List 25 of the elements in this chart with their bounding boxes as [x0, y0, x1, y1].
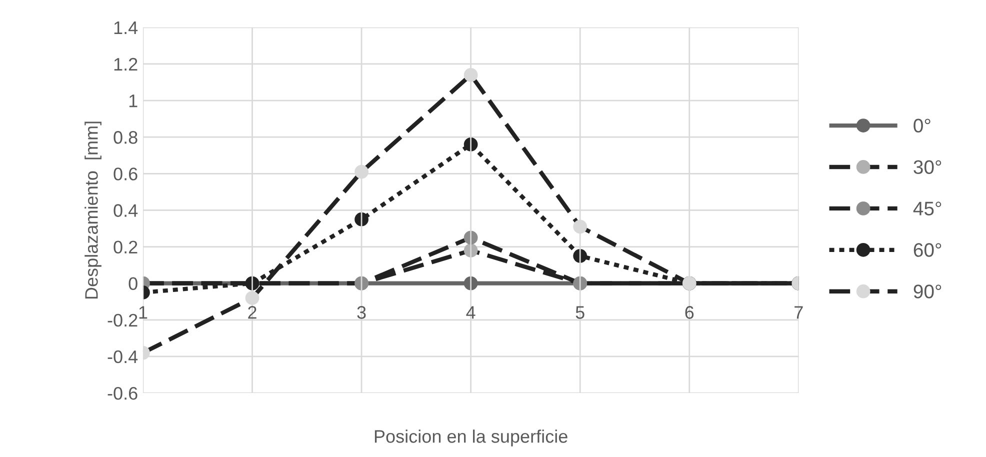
x-tick-label: 5 — [576, 306, 584, 319]
x-tick-label: 4 — [466, 306, 476, 319]
y-tick-label: 1 — [129, 94, 138, 108]
legend-label: 0° — [914, 118, 930, 133]
x-tick-label: 2 — [248, 306, 256, 319]
y-tick-label: 0.2 — [114, 240, 138, 254]
x-tick-label: 3 — [357, 306, 366, 319]
legend-label: 45° — [913, 202, 942, 216]
y-tick-label: 0.8 — [114, 131, 138, 144]
y-tick-label: 0.6 — [114, 168, 138, 180]
x-tick-label: 1 — [139, 306, 148, 319]
legend-label: 90° — [914, 284, 942, 298]
x-tick-label: 6 — [685, 306, 694, 319]
x-axis-title: Posicion en la superficie — [374, 430, 568, 446]
y-tick-label: 0 — [128, 277, 138, 290]
y-tick-label: -0.2 — [108, 314, 138, 327]
legend-label: 30° — [914, 160, 942, 174]
y-tick-label: -0.6 — [108, 386, 138, 400]
y-tick-label: 1.2 — [114, 58, 138, 71]
legend-label: 60° — [914, 243, 942, 257]
y-tick-label: -0.4 — [108, 350, 138, 364]
y-tick-label: 1.4 — [114, 22, 138, 34]
x-tick-label: 7 — [794, 306, 803, 319]
y-axis-title: Desplazamiento [mm] — [84, 122, 102, 299]
y-tick-label: 0.4 — [114, 204, 138, 217]
